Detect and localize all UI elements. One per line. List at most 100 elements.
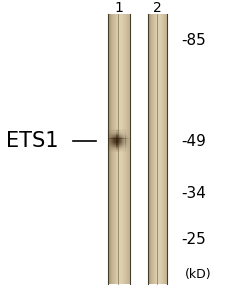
Bar (129, 144, 130, 145)
Bar (129, 133, 130, 134)
Bar (119, 144, 120, 145)
Bar (125, 14, 126, 284)
Bar (124, 137, 126, 138)
Bar (109, 136, 110, 137)
Bar (119, 149, 120, 150)
Bar (121, 130, 122, 131)
Bar (124, 143, 126, 144)
Bar (114, 140, 115, 141)
Bar (110, 148, 111, 149)
Bar (112, 140, 113, 141)
Bar (120, 151, 121, 152)
Bar (119, 129, 120, 130)
Bar (126, 151, 127, 152)
Bar (126, 140, 127, 141)
Bar (130, 134, 131, 135)
Bar (152, 14, 153, 284)
Bar (113, 138, 114, 139)
Bar (122, 135, 123, 136)
Bar (130, 145, 131, 146)
Bar (111, 135, 112, 136)
Bar (113, 129, 114, 130)
Bar (114, 148, 115, 149)
Bar (122, 151, 123, 152)
Bar (128, 149, 129, 150)
Bar (114, 141, 115, 142)
Bar (119, 150, 120, 151)
Bar (120, 133, 121, 134)
Bar (118, 151, 119, 152)
Bar (122, 142, 123, 143)
Bar (112, 137, 113, 138)
Bar (118, 135, 119, 136)
Bar (119, 143, 120, 144)
Bar (110, 14, 111, 284)
Bar (154, 14, 155, 284)
Bar (151, 14, 152, 284)
Bar (122, 134, 123, 135)
Bar (118, 14, 119, 284)
Bar (126, 139, 127, 140)
Bar (114, 133, 115, 134)
Bar (110, 144, 111, 145)
Bar (110, 147, 111, 148)
Bar (118, 149, 119, 150)
Text: (kD): (kD) (185, 268, 212, 281)
Bar (119, 148, 120, 149)
Bar (120, 138, 121, 139)
Bar (121, 14, 122, 284)
Bar (124, 14, 125, 284)
Bar (129, 138, 130, 139)
Bar (121, 135, 122, 136)
Bar (124, 14, 125, 284)
Bar (109, 138, 110, 139)
Bar (121, 137, 122, 138)
Bar (127, 134, 128, 135)
Bar (122, 138, 123, 139)
Bar (119, 14, 120, 284)
Bar (112, 136, 113, 137)
Bar (111, 149, 112, 150)
Bar (126, 138, 127, 139)
Bar (115, 149, 116, 150)
Bar (124, 147, 126, 148)
Bar (112, 138, 113, 139)
Bar (129, 130, 130, 131)
Bar (120, 139, 121, 140)
Bar (109, 136, 110, 137)
Bar (130, 132, 131, 133)
Bar (130, 135, 131, 136)
Bar (126, 129, 127, 130)
Bar (129, 150, 130, 151)
Bar (115, 151, 116, 152)
Bar (109, 145, 110, 146)
Bar (122, 133, 123, 134)
Bar (116, 133, 118, 134)
Bar (123, 136, 124, 137)
Bar (129, 14, 130, 284)
Bar (165, 14, 166, 284)
Bar (118, 141, 119, 142)
Bar (116, 14, 117, 284)
Bar (112, 136, 113, 137)
Bar (115, 139, 116, 140)
Bar (150, 14, 151, 284)
Bar (113, 133, 114, 134)
Bar (114, 14, 115, 284)
Bar (116, 139, 118, 140)
Bar (114, 151, 115, 152)
Bar (111, 151, 112, 152)
Bar (112, 139, 113, 140)
Bar (116, 143, 118, 144)
Bar (111, 131, 112, 132)
Bar (130, 147, 131, 148)
Bar (122, 140, 123, 141)
Bar (115, 138, 116, 139)
Bar (113, 143, 114, 144)
Bar (128, 130, 129, 131)
Bar (115, 140, 116, 141)
Bar (124, 150, 126, 151)
Bar (121, 144, 122, 145)
Bar (123, 134, 124, 135)
Bar (128, 136, 129, 137)
